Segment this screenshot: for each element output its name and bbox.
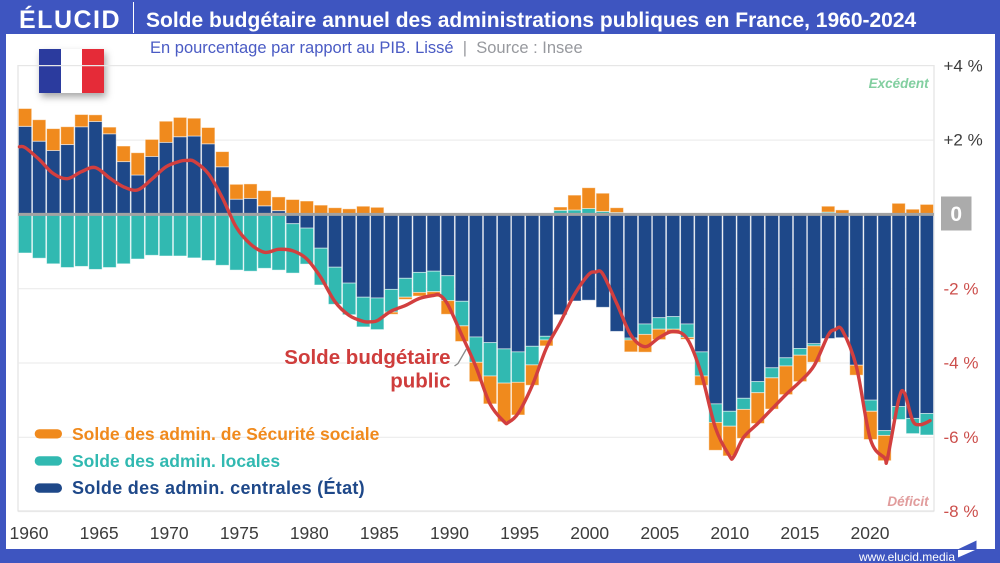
svg-text:1980: 1980 (290, 523, 329, 543)
svg-text:1975: 1975 (220, 523, 259, 543)
svg-text:1965: 1965 (80, 523, 119, 543)
svg-text:Solde budgétaire: Solde budgétaire (284, 346, 450, 369)
svg-text:+4 %: +4 % (944, 56, 983, 75)
svg-text:2015: 2015 (780, 523, 819, 543)
svg-text:Solde des admin. locales: Solde des admin. locales (72, 451, 280, 471)
svg-text:1990: 1990 (430, 523, 469, 543)
svg-text:-2 %: -2 % (944, 279, 979, 298)
svg-text:1970: 1970 (150, 523, 189, 543)
svg-text:2005: 2005 (640, 523, 679, 543)
svg-text:2010: 2010 (710, 523, 749, 543)
svg-text:+2 %: +2 % (944, 131, 983, 150)
svg-text:0: 0 (950, 203, 962, 226)
svg-text:-4 %: -4 % (944, 354, 979, 373)
svg-text:2000: 2000 (570, 523, 609, 543)
svg-text:-6 %: -6 % (944, 428, 979, 447)
svg-text:1960: 1960 (10, 523, 49, 543)
svg-text:-8 %: -8 % (944, 502, 979, 521)
svg-text:Solde des admin. centrales (Ét: Solde des admin. centrales (État) (72, 477, 365, 498)
svg-text:public: public (390, 369, 450, 392)
svg-text:Solde des admin. de Sécurité s: Solde des admin. de Sécurité sociale (72, 424, 380, 444)
svg-text:1985: 1985 (360, 523, 399, 543)
svg-text:Excédent: Excédent (869, 76, 930, 91)
svg-text:2020: 2020 (851, 523, 890, 543)
svg-text:Déficit: Déficit (887, 494, 929, 509)
svg-text:1995: 1995 (500, 523, 539, 543)
